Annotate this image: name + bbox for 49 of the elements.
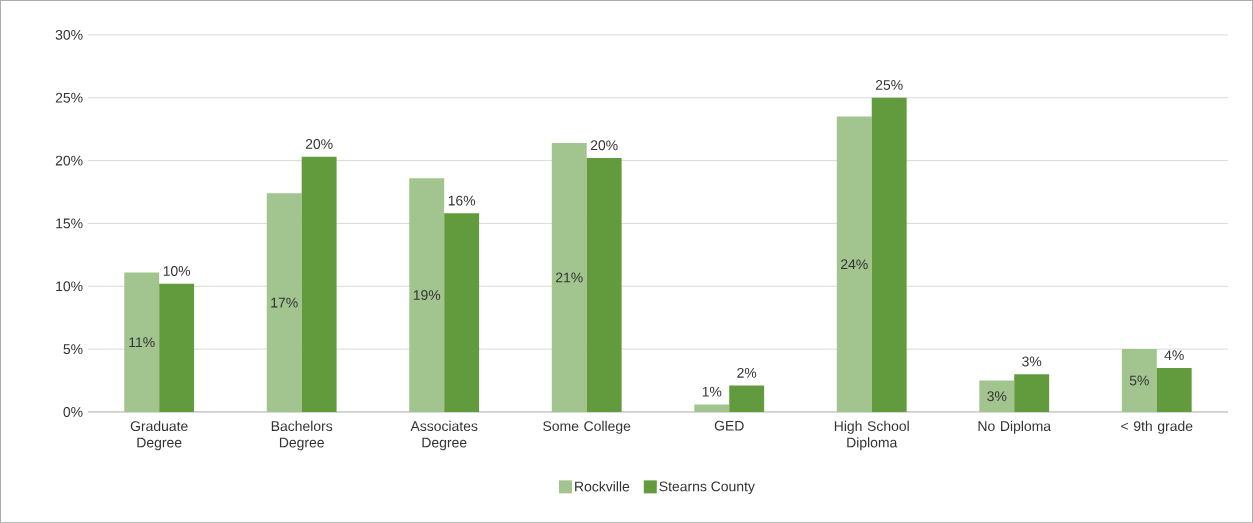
y-tick-label: 10% xyxy=(56,281,83,292)
x-tick-label: Some College xyxy=(543,420,631,434)
bar xyxy=(871,97,907,413)
data-label: 16% xyxy=(448,195,476,206)
bar xyxy=(159,283,195,413)
bar xyxy=(1156,368,1192,413)
bar xyxy=(1014,374,1050,413)
data-label: 21% xyxy=(555,272,583,283)
y-tick-label: 30% xyxy=(55,30,83,40)
y-tick-label: 0% xyxy=(63,407,83,417)
bar xyxy=(266,193,302,413)
bar xyxy=(551,143,587,413)
y-tick-label: 20% xyxy=(55,155,83,166)
data-label: 17% xyxy=(271,297,298,308)
data-label: 11% xyxy=(129,337,155,348)
data-label: 3% xyxy=(1022,356,1042,367)
x-tick-label: No Diploma xyxy=(978,420,1052,434)
x-tick-label: < 9th grade xyxy=(1121,420,1193,434)
bar xyxy=(586,158,622,413)
data-label: 10% xyxy=(163,266,191,276)
y-tick-label: 5% xyxy=(63,344,83,355)
data-label: 2% xyxy=(737,367,757,378)
bar xyxy=(694,404,730,413)
bar xyxy=(409,178,445,413)
bar xyxy=(1121,349,1157,413)
legend-label: Rockville xyxy=(575,481,630,492)
x-tick-label: High School Diploma xyxy=(834,420,909,451)
bar xyxy=(979,380,1015,413)
bar xyxy=(124,272,160,413)
data-label: 20% xyxy=(305,139,333,150)
legend-label: Stearns County xyxy=(659,481,755,495)
x-tick-label: GED xyxy=(714,420,744,431)
data-label: 24% xyxy=(841,259,868,270)
data-label: 20% xyxy=(590,140,618,151)
bar xyxy=(301,156,337,413)
bar xyxy=(729,385,765,413)
bar xyxy=(444,213,480,413)
x-tick-label: Associates Degree xyxy=(410,420,478,451)
data-label: 19% xyxy=(413,290,441,301)
bar xyxy=(836,116,872,413)
x-tick-label: Graduate Degree xyxy=(130,420,188,451)
data-label: 3% xyxy=(987,391,1007,402)
y-tick-label: 25% xyxy=(55,92,83,103)
y-tick-label: 15% xyxy=(56,218,83,229)
data-label: 1% xyxy=(702,386,722,397)
data-label: 25% xyxy=(875,80,903,90)
data-label: 5% xyxy=(1129,375,1149,386)
x-tick-label: Bachelors Degree xyxy=(271,420,333,451)
data-label: 4% xyxy=(1164,350,1184,361)
